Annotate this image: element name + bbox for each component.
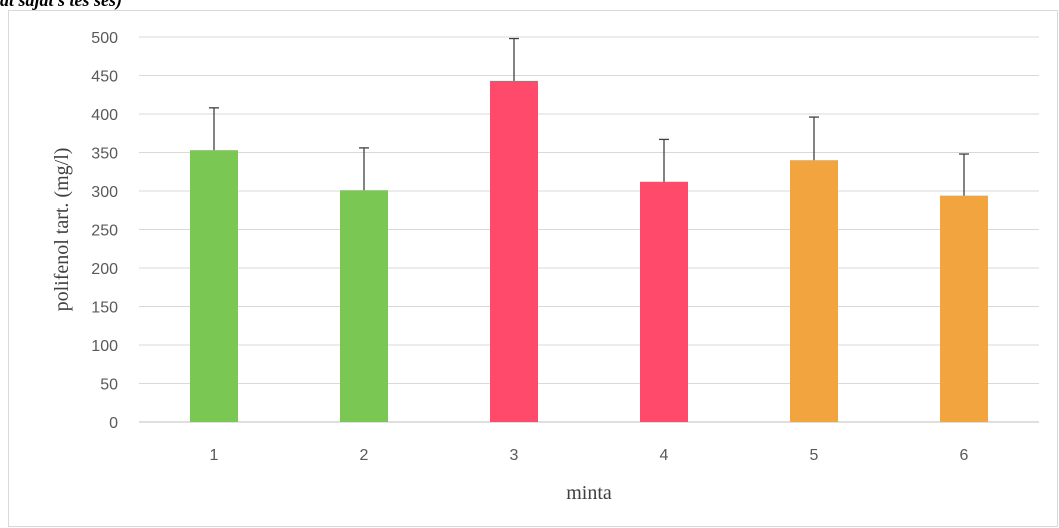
gridlines [139, 36, 1039, 423]
bar [940, 195, 988, 422]
x-tick-label: 3 [510, 447, 519, 464]
y-axis-ticks: 0 50 100 150 200 250 300 350 400 450 500 [91, 30, 118, 432]
y-tick-label: 200 [91, 261, 118, 278]
y-tick-label: 300 [91, 184, 118, 201]
error-bar [359, 147, 369, 191]
y-tick-label: 400 [91, 107, 118, 124]
x-axis-title: minta [566, 482, 612, 504]
y-tick-label: 50 [100, 377, 118, 394]
bar [340, 190, 388, 422]
error-bar [209, 107, 219, 151]
y-axis-title: polifenol tart. (mg/l) [51, 148, 73, 312]
y-tick-label: 350 [91, 146, 118, 163]
error-bar [959, 153, 969, 196]
y-tick-label: 450 [91, 69, 118, 86]
bars [190, 80, 988, 422]
x-axis-ticks: 1 2 3 4 5 6 [210, 447, 969, 464]
bar [490, 80, 538, 422]
x-tick-label: 5 [810, 447, 819, 464]
x-tick-label: 2 [360, 447, 369, 464]
error-bar [809, 116, 819, 161]
bar [640, 181, 688, 422]
y-tick-label: 250 [91, 223, 118, 240]
y-tick-label: 500 [91, 30, 118, 47]
y-tick-label: 0 [109, 415, 118, 432]
error-bar [509, 37, 519, 81]
x-tick-label: 4 [660, 447, 669, 464]
x-tick-label: 6 [960, 447, 969, 464]
x-tick-label: 1 [210, 447, 219, 464]
y-tick-label: 150 [91, 300, 118, 317]
y-tick-label: 100 [91, 338, 118, 355]
cropped-caption-fragment: at sajat s tes ses) [0, 0, 123, 10]
bar [790, 160, 838, 422]
bar [190, 150, 238, 422]
error-bar [659, 138, 669, 182]
error-bars [209, 37, 969, 196]
